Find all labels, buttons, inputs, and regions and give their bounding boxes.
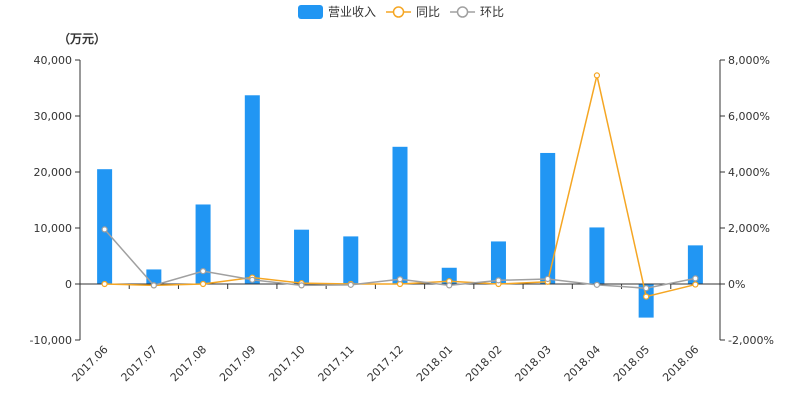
bar-2018.06[interactable]	[687, 245, 703, 284]
bar-2017.09[interactable]	[244, 95, 260, 284]
legend[interactable]: 营业收入 同比 环比	[298, 5, 504, 19]
x-tick-label: 2018.04	[562, 343, 603, 384]
y-right-tick-label: 0%	[728, 278, 745, 291]
y-left-tick-label: 0	[65, 278, 72, 291]
legend-swatch-marker	[392, 6, 405, 18]
x-tick-label: 2017.12	[365, 343, 406, 384]
y-right-tick-label: -2,000%	[728, 334, 774, 347]
legend-label: 同比	[416, 5, 440, 19]
y-axis-unit-label: （万元）	[58, 31, 106, 46]
bar-2018.04[interactable]	[589, 227, 605, 284]
y-right-tick-label: 8,000%	[728, 54, 770, 67]
legend-label: 营业收入	[328, 5, 376, 19]
point-环比-2018.05[interactable]	[643, 285, 650, 292]
bar-2017.11[interactable]	[343, 236, 359, 284]
legend-swatch-marker	[456, 6, 469, 18]
line-series	[101, 72, 699, 300]
point-环比-2017.11[interactable]	[347, 281, 354, 288]
legend-swatch-bar	[298, 5, 323, 19]
bar-2018.02[interactable]	[490, 241, 506, 284]
point-同比-2017.06[interactable]	[101, 280, 108, 288]
bar-2017.12[interactable]	[392, 146, 408, 284]
x-tick-label: 2018.05	[611, 343, 652, 384]
x-tick-label: 2017.10	[266, 343, 307, 384]
point-环比-2017.09[interactable]	[249, 276, 256, 283]
y-left-tick-label: 10,000	[34, 222, 73, 235]
bar-2017.10[interactable]	[294, 229, 310, 284]
y-left-tick-label: 40,000	[34, 54, 73, 67]
point-环比-2018.02[interactable]	[495, 277, 502, 284]
point-同比-2017.08[interactable]	[199, 280, 207, 288]
x-tick-label: 2017.07	[119, 343, 160, 384]
point-环比-2018.06[interactable]	[692, 275, 699, 282]
bar-series	[97, 95, 703, 318]
point-环比-2017.07[interactable]	[150, 282, 157, 289]
point-环比-2017.12[interactable]	[396, 276, 404, 283]
point-环比-2017.10[interactable]	[298, 282, 305, 289]
point-环比-2018.03[interactable]	[544, 275, 551, 283]
legend-item-同比[interactable]: 同比	[386, 5, 440, 19]
bar-2017.07[interactable]	[146, 269, 162, 284]
x-tick-label: 2017.06	[69, 343, 110, 384]
y-right-tick-label: 6,000%	[728, 110, 770, 123]
legend-label: 环比	[480, 5, 504, 19]
x-tick-label: 2018.06	[660, 343, 701, 384]
legend-item-营业收入[interactable]: 营业收入	[298, 5, 376, 19]
x-tick-label: 2017.11	[316, 343, 357, 384]
y-left-tick-label: 30,000	[34, 110, 73, 123]
point-环比-2018.04[interactable]	[593, 281, 601, 288]
y-right-tick-label: 2,000%	[728, 222, 770, 235]
x-tick-label: 2018.03	[512, 343, 553, 384]
point-同比-2018.06[interactable]	[692, 281, 699, 288]
legend-item-环比[interactable]: 环比	[450, 5, 504, 19]
bar-2018.03[interactable]	[540, 152, 556, 284]
point-环比-2017.06[interactable]	[101, 226, 108, 233]
y-left-tick-label: 20,000	[34, 166, 73, 179]
bar-2018.01[interactable]	[441, 267, 457, 284]
y-left-tick-label: -10,000	[30, 334, 72, 347]
point-同比-2018.05[interactable]	[643, 293, 650, 300]
x-tick-label: 2017.09	[217, 343, 258, 384]
x-tick-label: 2018.02	[463, 343, 504, 384]
point-环比-2018.01[interactable]	[446, 282, 453, 289]
x-tick-label: 2017.08	[168, 343, 209, 384]
bar-2017.08[interactable]	[195, 204, 211, 284]
y-right-tick-label: 4,000%	[728, 166, 770, 179]
point-同比-2018.04[interactable]	[593, 72, 601, 79]
x-tick-label: 2018.01	[414, 343, 455, 384]
bar-2018.05[interactable]	[638, 284, 654, 318]
point-环比-2017.08[interactable]	[199, 268, 207, 275]
